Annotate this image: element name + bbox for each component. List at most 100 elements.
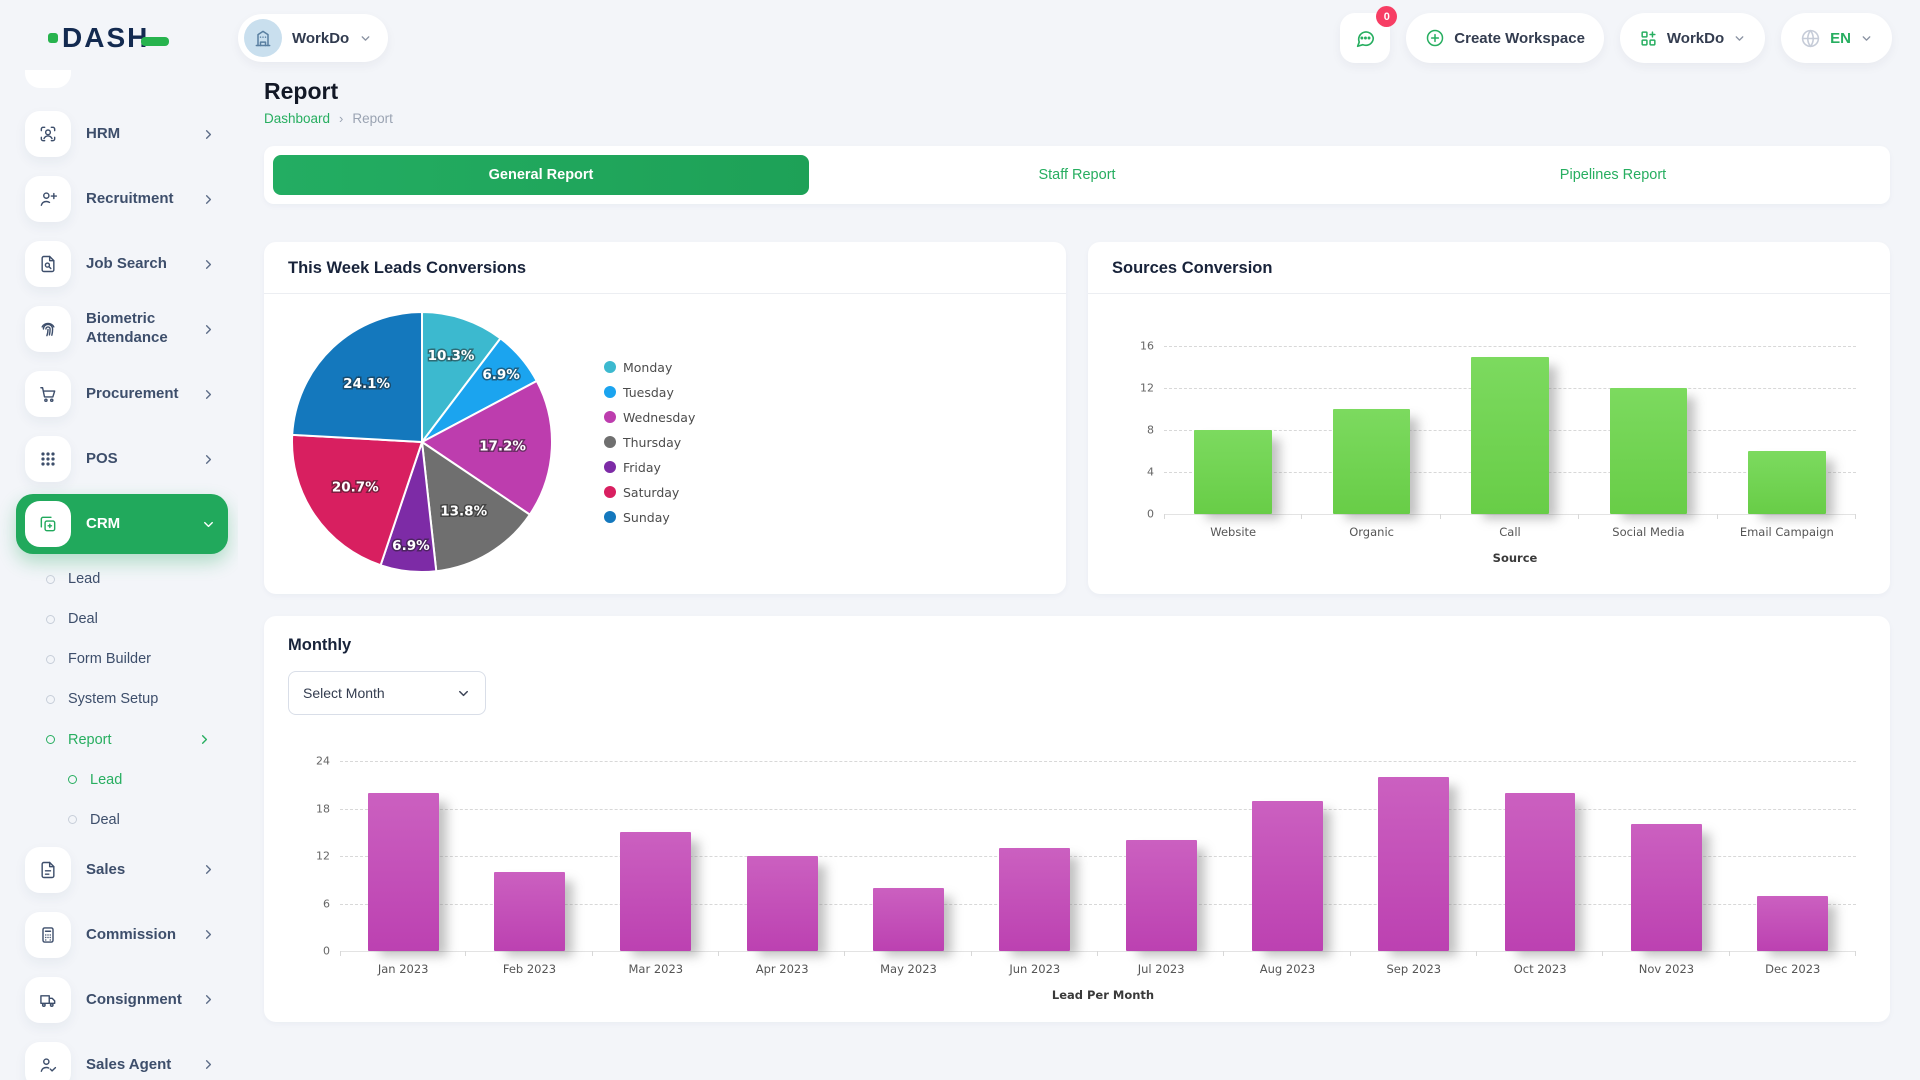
sidebar-item-pos[interactable]: POS bbox=[16, 429, 228, 489]
tab-general-report[interactable]: General Report bbox=[273, 155, 809, 195]
bar-mar-2023 bbox=[620, 832, 692, 951]
sidebar-item-crm[interactable]: CRM bbox=[16, 494, 228, 554]
svg-text:6.9%: 6.9% bbox=[482, 367, 520, 383]
svg-text:6.9%: 6.9% bbox=[392, 538, 430, 554]
bar-website bbox=[1194, 430, 1272, 514]
chevron-down-icon bbox=[1860, 32, 1873, 45]
chevron-down-icon bbox=[359, 32, 372, 45]
x-axis-tick: Social Media bbox=[1579, 514, 1719, 539]
workspace-name: WorkDo bbox=[292, 29, 350, 47]
month-select[interactable]: Select Month bbox=[288, 671, 486, 715]
breadcrumb-dashboard-link[interactable]: Dashboard bbox=[264, 111, 331, 126]
legend-item-wednesday: Wednesday bbox=[604, 410, 695, 425]
breadcrumb-separator: › bbox=[339, 111, 344, 126]
legend-item-friday: Friday bbox=[604, 460, 695, 475]
workspace-switcher[interactable]: WorkDo bbox=[238, 14, 389, 62]
procurement-icon bbox=[25, 371, 71, 417]
create-workspace-button[interactable]: Create Workspace bbox=[1406, 13, 1604, 63]
sources-axis-label: Source bbox=[1492, 551, 1538, 565]
gridline bbox=[340, 951, 1856, 952]
consignment-icon bbox=[25, 976, 71, 1023]
messages-button[interactable]: 0 bbox=[1340, 6, 1398, 63]
recruitment-icon bbox=[25, 176, 71, 222]
sources-conversion-card: Sources Conversion 0 4 8 12 16 Website Organi… bbox=[1088, 242, 1890, 594]
gridline bbox=[340, 808, 1856, 810]
sidebar-item-label: Deal bbox=[68, 611, 98, 628]
bullet-icon bbox=[46, 694, 55, 704]
sidebar-subitem-form-builder[interactable]: Form Builder bbox=[16, 639, 228, 679]
gridline bbox=[340, 761, 1856, 762]
legend-dot-icon bbox=[604, 361, 616, 373]
topbar: DASH WorkDo 0 Create Workspace Wo bbox=[0, 0, 1920, 66]
bar-jan-2023 bbox=[367, 792, 439, 951]
sidebar-item-biometric-attendance[interactable]: Biometric Attendance bbox=[16, 299, 228, 359]
sidebar-item-sales-agent[interactable]: Sales Agent bbox=[16, 1035, 228, 1080]
sidebar-item-procurement[interactable]: Procurement bbox=[16, 364, 228, 424]
svg-text:20.7%: 20.7% bbox=[332, 480, 379, 496]
chevron-right-icon bbox=[201, 452, 216, 467]
chevron-down-icon bbox=[1733, 32, 1746, 45]
y-axis-tick: 6 bbox=[323, 897, 330, 910]
sidebar-item-recruitment[interactable]: Recruitment bbox=[16, 169, 228, 229]
sidebar-subsubitem-deal[interactable]: Deal bbox=[16, 800, 228, 840]
leads-conversions-title: This Week Leads Conversions bbox=[264, 242, 1066, 294]
bar-feb-2023 bbox=[494, 871, 565, 951]
sources-conversion-title: Sources Conversion bbox=[1088, 242, 1890, 294]
bullet-icon bbox=[46, 574, 55, 584]
x-axis-tick: Mar 2023 bbox=[593, 951, 720, 976]
sidebar-item-commission[interactable]: Commission bbox=[16, 905, 228, 965]
sidebar-item-label: Sales Agent bbox=[86, 1055, 172, 1073]
legend-label: Sunday bbox=[623, 509, 670, 525]
sidebar-item-job-search[interactable]: Job Search bbox=[16, 234, 228, 294]
logo-accent-bar bbox=[141, 36, 170, 46]
legend-label: Saturday bbox=[623, 484, 680, 500]
bullet-icon bbox=[46, 654, 55, 664]
bar-social-media bbox=[1609, 388, 1688, 514]
sidebar-item-hrm[interactable]: HRM bbox=[16, 104, 228, 164]
apps-menu-button[interactable]: WorkDo bbox=[1619, 13, 1766, 63]
x-axis-tick: Dec 2023 bbox=[1730, 951, 1857, 976]
sidebar-item-consignment[interactable]: Consignment bbox=[16, 970, 228, 1030]
language-selector[interactable]: EN bbox=[1781, 13, 1892, 63]
chevron-right-icon bbox=[197, 732, 212, 747]
bar-call bbox=[1471, 356, 1549, 514]
sidebar-item-label: Commission bbox=[86, 925, 177, 943]
breadcrumb-current: Report bbox=[352, 111, 393, 126]
sidebar-item-label: HRM bbox=[86, 124, 121, 142]
sidebar-item-label: Job Search bbox=[86, 254, 167, 272]
gridline bbox=[1164, 346, 1856, 347]
bar-jul-2023 bbox=[1125, 840, 1197, 951]
sidebar-item-label: Procurement bbox=[86, 384, 179, 402]
report-tabs: General Report Staff Report Pipelines Re… bbox=[264, 146, 1890, 204]
legend-dot-icon bbox=[604, 411, 616, 423]
legend-label: Monday bbox=[623, 359, 673, 375]
tab-staff-report[interactable]: Staff Report bbox=[1038, 167, 1116, 183]
globe-icon bbox=[1800, 28, 1821, 49]
x-axis-tick: Feb 2023 bbox=[466, 951, 593, 976]
legend-label: Wednesday bbox=[623, 409, 696, 425]
monthly-bar-chart: 0 6 12 18 24 bbox=[316, 755, 1857, 976]
legend-dot-icon bbox=[604, 511, 616, 523]
tab-pipelines-report[interactable]: Pipelines Report bbox=[1559, 167, 1667, 183]
sidebar-subitem-system-setup[interactable]: System Setup bbox=[16, 679, 228, 719]
chevron-down-icon bbox=[201, 517, 216, 532]
x-axis-tick: Sep 2023 bbox=[1351, 951, 1478, 976]
sidebar-subitem-deal[interactable]: Deal bbox=[16, 599, 228, 639]
chevron-right-icon bbox=[201, 387, 216, 402]
commission-icon bbox=[25, 911, 71, 958]
sidebar-item-label: CRM bbox=[86, 514, 121, 532]
sidebar-subsubitem-lead[interactable]: Lead bbox=[16, 760, 228, 800]
chevron-right-icon bbox=[201, 192, 216, 207]
monthly_bar-plot: 0 6 12 18 24 bbox=[316, 755, 1856, 958]
sidebar-subitem-report[interactable]: Report bbox=[16, 720, 228, 760]
plus-circle-icon bbox=[1425, 28, 1445, 48]
bar-email-campaign bbox=[1748, 451, 1826, 514]
job-search-icon bbox=[25, 241, 71, 287]
sidebar-subitem-lead[interactable]: Lead bbox=[16, 559, 228, 599]
svg-text:13.8%: 13.8% bbox=[440, 504, 487, 520]
monthly-axis-label: Lead Per Month bbox=[1051, 988, 1155, 1002]
x-axis-tick: Nov 2023 bbox=[1603, 951, 1730, 976]
sidebar-item-sales[interactable]: Sales bbox=[16, 840, 228, 900]
sources_bar-plot: 0 4 8 12 16 bbox=[1140, 340, 1856, 521]
page-title: Report bbox=[264, 78, 339, 104]
